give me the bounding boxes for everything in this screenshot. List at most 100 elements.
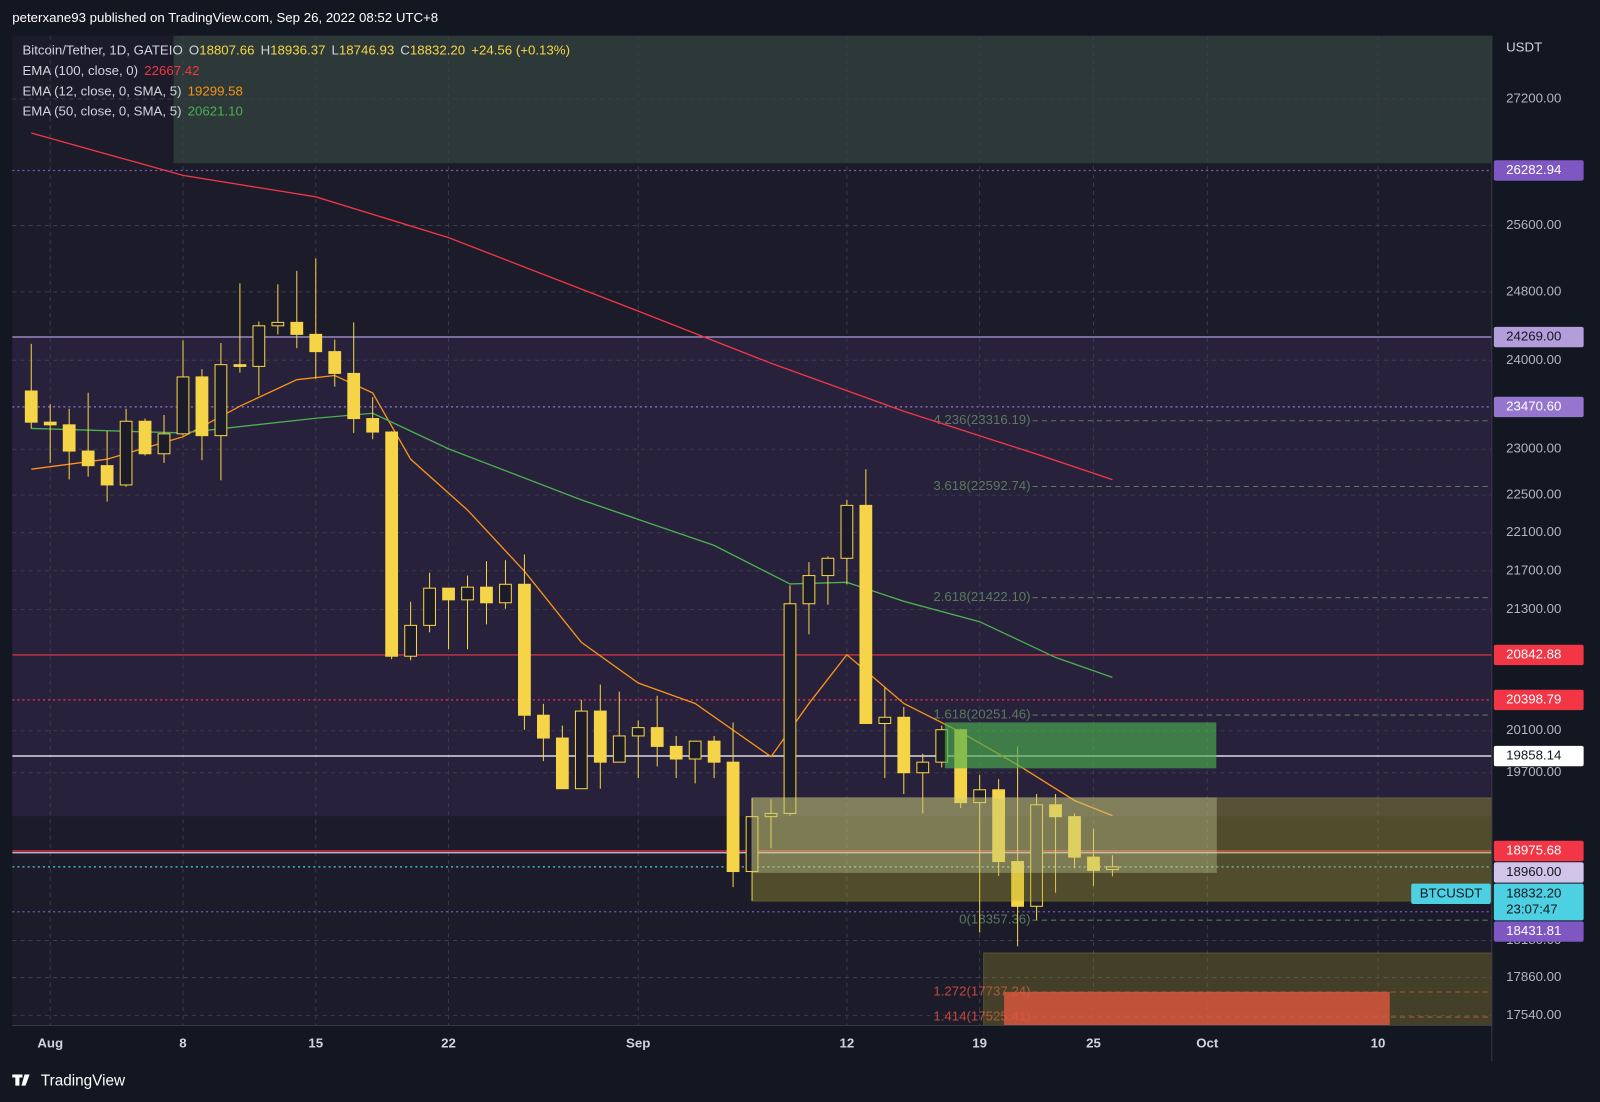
candle-body [802, 575, 816, 605]
price-label: 23470.60 [1506, 398, 1561, 413]
candle-body [271, 321, 285, 327]
grid [12, 35, 1492, 1026]
x-tick-label: Aug [37, 1035, 63, 1050]
candle-body [745, 816, 759, 873]
candle-body [328, 351, 342, 374]
zone-light [751, 797, 1217, 873]
candle-body [688, 740, 702, 760]
ohlc-value: 18832.20 [410, 43, 465, 58]
y-tick-label: 24000.00 [1506, 352, 1561, 367]
candle-body [840, 504, 854, 559]
candle-body [593, 710, 607, 763]
price-label-box [1493, 745, 1584, 767]
candle-body [574, 710, 588, 790]
candle-body [1068, 816, 1081, 858]
y-tick-label: 20100.00 [1506, 722, 1561, 737]
price-label: 18960.00 [1506, 864, 1561, 879]
y-tick-label: 21700.00 [1506, 562, 1561, 577]
logo-text: TradingView [41, 1073, 126, 1090]
fib-label: 3.618(22592.74) [933, 478, 1030, 493]
change: +24.56 (+0.13%) [471, 43, 570, 58]
candle-body [1049, 804, 1062, 818]
price-label: 26282.94 [1506, 162, 1561, 177]
price-label-box [1493, 883, 1584, 921]
x-axis-band [0, 1025, 1600, 1062]
candle-body [43, 421, 57, 426]
candle-body [612, 735, 626, 763]
candle-body [157, 433, 171, 455]
candle-body [138, 420, 152, 455]
candle-body [859, 504, 873, 724]
ohlc-key: L [332, 43, 339, 58]
candle-body [536, 714, 550, 739]
x-tick-label: 10 [1371, 1035, 1386, 1050]
candle-body [1011, 861, 1024, 907]
ohlc-value: 18807.66 [199, 43, 254, 58]
zones [751, 722, 1493, 1026]
x-tick-label: Oct [1196, 1035, 1219, 1050]
candle-body [176, 376, 190, 435]
x-tick-label: Sep [626, 1035, 650, 1050]
candle-body [404, 624, 418, 657]
price-label-box [1493, 840, 1584, 862]
labels: Bitcoin/Tether, 1D, GATEIO O 18807.66 H 1893… [22, 43, 570, 119]
candle-body [347, 372, 361, 420]
candle-body [195, 376, 209, 437]
candle-body [821, 557, 835, 577]
price-label-box [1493, 644, 1584, 666]
y-tick-label: 27200.00 [1506, 90, 1561, 105]
candle-body [973, 789, 987, 804]
y-tick-label: 25600.00 [1506, 217, 1561, 232]
legend-value: 19299.58 [188, 83, 243, 98]
candle-body [878, 716, 892, 724]
x-tick-label: 19 [972, 1035, 987, 1050]
candle-body [480, 586, 493, 604]
price-label-box [1493, 689, 1584, 711]
ohlc-key: H [261, 43, 271, 58]
candle-body [555, 737, 569, 790]
candle-body [518, 583, 531, 716]
y-tick-label: 19700.00 [1506, 764, 1561, 779]
price-label: 18975.68 [1506, 842, 1561, 857]
symbol-tag: BTCUSDT [1420, 885, 1483, 900]
candle-body [916, 761, 930, 774]
candle-body [499, 583, 512, 604]
axis: 27200.00 25600.00 24800.00 24000.00 23000.00… [37, 90, 1584, 1050]
y-tick-label: 17540.00 [1506, 1007, 1561, 1022]
price-label-box [1493, 160, 1584, 181]
ohlc-key: O [189, 43, 199, 58]
symbol: Bitcoin/Tether, 1D, GATEIO [22, 43, 182, 58]
price-label: 20398.79 [1506, 691, 1561, 706]
price-label: 19858.14 [1506, 748, 1561, 763]
candle-body [252, 325, 266, 367]
x-tick-label: 15 [308, 1035, 323, 1050]
candle-body [24, 390, 38, 423]
y-tick-label: 21300.00 [1506, 601, 1561, 616]
legend-value: 20621.10 [188, 104, 243, 119]
candle-body [100, 465, 114, 486]
price-label: 24269.00 [1506, 329, 1561, 344]
y-tick-label: 22100.00 [1506, 524, 1561, 539]
candle-body [385, 431, 399, 657]
ema-line [31, 374, 1113, 817]
price-label-box [1493, 862, 1584, 883]
ohlc-value: 18746.93 [339, 43, 394, 58]
candle-body [461, 586, 474, 601]
candle-body [1087, 856, 1100, 871]
x-tick-label: 22 [441, 1035, 456, 1050]
legend-value: 22667.42 [144, 63, 199, 78]
fib-label: 0(18357.36) [959, 912, 1030, 927]
x-tick-label: 8 [179, 1035, 186, 1050]
candle-body [707, 740, 721, 763]
ema-line [31, 132, 1113, 481]
y-tick-label: 22500.00 [1506, 487, 1561, 502]
candle-body [669, 745, 683, 760]
x-tick-label: 12 [840, 1035, 855, 1050]
candle-body [62, 424, 76, 452]
countdown: 23:07:47 [1506, 902, 1558, 917]
candle-body [650, 727, 664, 747]
candle-body [764, 812, 778, 818]
candle-body [1106, 866, 1119, 871]
axis-unit: USDT [1506, 39, 1542, 54]
